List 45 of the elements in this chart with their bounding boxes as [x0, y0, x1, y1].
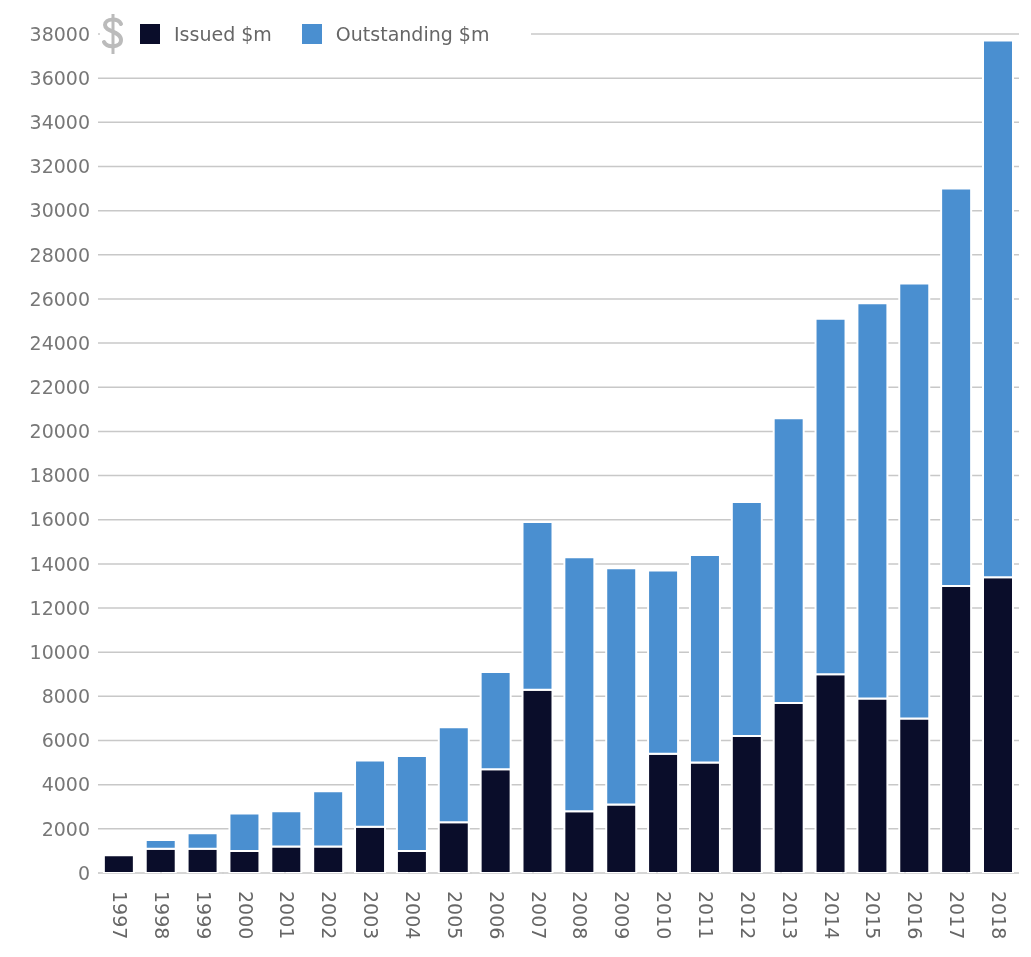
x-tick-label: 1998	[150, 891, 173, 940]
x-tick-label: 2012	[736, 891, 759, 940]
x-tick-label: 2008	[569, 891, 592, 940]
y-tick-label: 32000	[29, 155, 90, 178]
x-tick-label: 2014	[820, 891, 843, 940]
x-tick-label: 2009	[611, 891, 634, 940]
x-tick-label: 2002	[318, 891, 341, 940]
x-tick-label: 2003	[360, 891, 383, 940]
legend-label: Issued $m	[173, 23, 272, 45]
y-tick-label: 22000	[29, 376, 90, 399]
y-tick-label: 34000	[29, 111, 90, 134]
y-tick-label: 12000	[29, 596, 90, 619]
y-tick-label: 20000	[29, 420, 90, 443]
x-tick-label: 2001	[276, 891, 299, 940]
y-tick-label: 8000	[41, 685, 90, 708]
x-tick-label: 1999	[192, 891, 215, 940]
x-tick-label: 2010	[653, 891, 676, 940]
y-tick-label: 6000	[41, 729, 90, 752]
x-tick-label: 2005	[443, 891, 466, 940]
x-tick-label: 2018	[988, 891, 1011, 940]
y-tick-label: 14000	[29, 552, 90, 575]
x-tick-label: 2006	[485, 891, 508, 940]
x-tick-label: 2016	[904, 891, 927, 940]
y-tick-label: 4000	[41, 773, 90, 796]
y-tick-label: 18000	[29, 464, 90, 487]
x-tick-label: 2007	[527, 891, 550, 940]
y-tick-label: 0	[77, 861, 90, 884]
x-tick-label: 2013	[778, 891, 801, 940]
legend-label: Outstanding $m	[334, 23, 490, 45]
y-tick-label: 30000	[29, 199, 90, 222]
x-tick-label: 2017	[946, 891, 969, 940]
x-tick-label: 1997	[108, 891, 131, 940]
y-tick-label: 26000	[29, 287, 90, 310]
bar	[102, 854, 135, 873]
x-tick-label: 2011	[695, 891, 718, 940]
y-tick-label: 16000	[29, 508, 90, 531]
y-tick-label: 2000	[41, 817, 90, 840]
y-tick-label: 36000	[29, 66, 90, 89]
y-tick-label: 24000	[29, 331, 90, 354]
y-tick-label: 10000	[29, 640, 90, 663]
y-tick-label: 38000	[29, 22, 90, 45]
x-tick-label: 2004	[401, 891, 424, 940]
y-tick-label: 28000	[29, 243, 90, 266]
x-tick-label: 2015	[862, 891, 885, 940]
x-tick-label: 2000	[234, 891, 257, 940]
